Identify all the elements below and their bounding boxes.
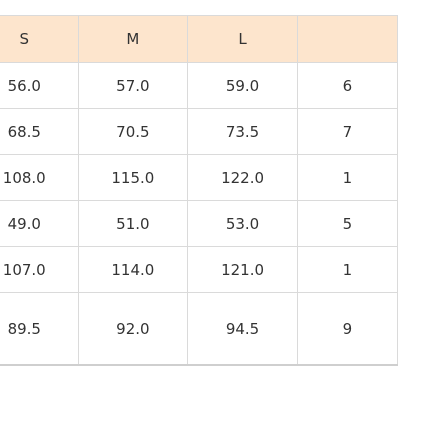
- table-cell: 115.0: [77, 154, 189, 201]
- table-cell: 89.5: [0, 292, 79, 366]
- table-row: 108.0 115.0 122.0 1: [0, 154, 399, 201]
- table-cell: 5: [296, 200, 399, 247]
- table-cell: 68.5: [0, 108, 79, 155]
- table-row: 49.0 51.0 53.0 5: [0, 200, 399, 247]
- table-cell: 53.0: [187, 200, 298, 247]
- table-cell: 114.0: [77, 246, 189, 293]
- header-row: S M L: [0, 15, 399, 63]
- table-row: 68.5 70.5 73.5 7: [0, 108, 399, 155]
- table-cell: 107.0: [0, 246, 79, 293]
- table-cell: 57.0: [77, 62, 189, 109]
- table-cell: 108.0: [0, 154, 79, 201]
- table-cell: 70.5: [77, 108, 189, 155]
- table-cell: 49.0: [0, 200, 79, 247]
- table-row: 107.0 114.0 121.0 1: [0, 246, 399, 293]
- table-cell: 51.0: [77, 200, 189, 247]
- table-cell: 9: [296, 292, 399, 366]
- header-cell-m: M: [77, 15, 189, 63]
- table-cell: 121.0: [187, 246, 298, 293]
- table-row: 56.0 57.0 59.0 6: [0, 62, 399, 109]
- table-cell: 122.0: [187, 154, 298, 201]
- header-cell-xl: [296, 15, 399, 63]
- size-chart-table: S M L 56.0 57.0 59.0 6 68.5 70.5 73.5 7 …: [0, 15, 399, 366]
- table-cell: 92.0: [77, 292, 189, 366]
- table-cell: 1: [296, 154, 399, 201]
- table-cell: 7: [296, 108, 399, 155]
- table-cell: 94.5: [187, 292, 298, 366]
- table-cell: 73.5: [187, 108, 298, 155]
- table-row: 89.5 92.0 94.5 9: [0, 292, 399, 366]
- table-cell: 56.0: [0, 62, 79, 109]
- table-cell: 6: [296, 62, 399, 109]
- header-cell-s: S: [0, 15, 79, 63]
- header-cell-l: L: [187, 15, 298, 63]
- table-cell: 1: [296, 246, 399, 293]
- table-cell: 59.0: [187, 62, 298, 109]
